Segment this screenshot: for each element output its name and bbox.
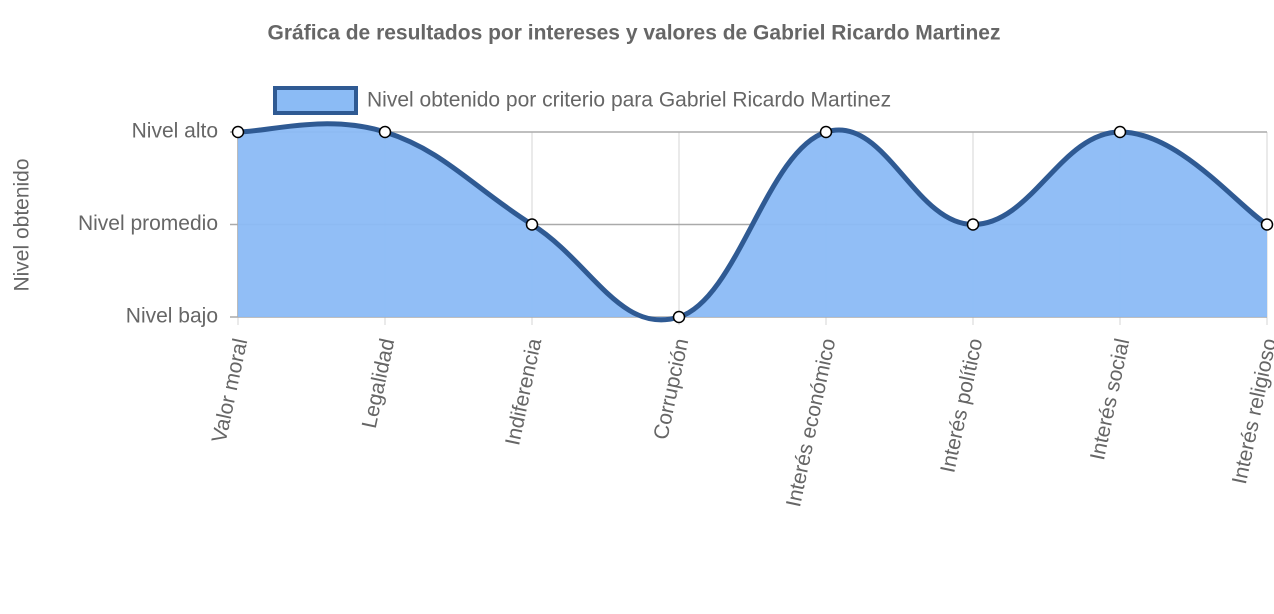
x-tick-label: Interés social [1086, 336, 1134, 462]
x-tick-label: Interés político [936, 336, 987, 474]
line [237, 121, 1269, 323]
point [231, 125, 245, 139]
point [1113, 125, 1127, 139]
chart-title: Gráfica de resultados por intereses y va… [268, 22, 1001, 45]
x-tick-label: Corrupción [649, 336, 693, 441]
point [378, 125, 392, 139]
point [672, 310, 686, 324]
point [966, 218, 980, 231]
point [819, 125, 833, 139]
x-tick-label: Legalidad [358, 336, 399, 430]
x-tick-label: Valor moral [208, 336, 252, 444]
y-tick-label: Nivel bajo [126, 305, 218, 328]
area-fill [238, 123, 1267, 320]
x-tick-label: Interés religioso [1228, 336, 1274, 486]
point [1260, 218, 1274, 231]
y-axis-title: Nivel obtenido [11, 158, 34, 291]
x-tick-label: Interés económico [782, 336, 840, 509]
x-tick-label: Indiferencia [501, 336, 546, 447]
y-tick-label: Nivel alto [132, 120, 218, 143]
y-tick-label: Nivel promedio [78, 212, 218, 235]
legend-swatch [273, 86, 358, 115]
point [525, 218, 539, 231]
legend-label: Nivel obtenido por criterio para Gabriel… [367, 89, 891, 112]
